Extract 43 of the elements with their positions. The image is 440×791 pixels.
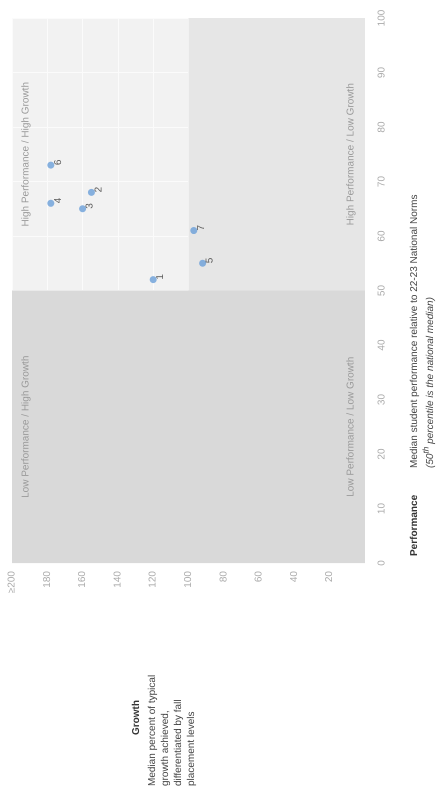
- y-tick-label: 50: [376, 284, 388, 296]
- text: 4: [52, 197, 64, 204]
- y-tick-label: 70: [376, 176, 388, 188]
- annotation: High Performance / High Growth: [20, 82, 32, 227]
- y-tick-label: 0: [376, 560, 388, 566]
- y-tick-label: 30: [376, 394, 388, 406]
- x-tick-label: 140: [112, 570, 124, 588]
- point: [88, 188, 95, 196]
- text: 5: [204, 257, 216, 264]
- y-tick-label: 100: [376, 9, 388, 26]
- text: 3: [84, 202, 96, 209]
- text: Median student performance relative to 22-23 National Norms: [409, 194, 420, 468]
- x-tick-label: 40: [288, 570, 300, 582]
- text: 6: [52, 159, 64, 166]
- point: [47, 200, 54, 207]
- y-tick-label: 60: [376, 230, 388, 242]
- x-tick-label: 80: [218, 570, 230, 582]
- text: Growth: [130, 700, 143, 735]
- point: [79, 205, 86, 212]
- text: Median percent of typical growth achieved, differentiated by fall placement levels: [146, 674, 198, 786]
- point: [47, 162, 54, 169]
- y-tick-label: 80: [376, 121, 388, 133]
- annotation: Low Performance / High Growth: [20, 356, 32, 498]
- annotation: Low Performance / Low Growth: [346, 356, 356, 497]
- text: 2: [93, 186, 104, 192]
- x-tick-label: 100: [183, 570, 194, 588]
- y-tick-label: 20: [376, 448, 388, 460]
- point: [199, 260, 206, 267]
- text: 1: [155, 274, 166, 280]
- point: [190, 227, 198, 234]
- text: 7: [196, 224, 207, 231]
- x-tick-label: 160: [77, 570, 88, 588]
- x-tick-label: 120: [148, 570, 159, 588]
- y-axis-title: Performance: [408, 494, 421, 556]
- y-tick-label: 10: [376, 502, 388, 514]
- x-tick-label: 60: [254, 570, 265, 582]
- x-tick-label: 180: [42, 570, 53, 588]
- y-tick-label: 90: [376, 66, 388, 78]
- x-tick-label: 20: [324, 570, 336, 582]
- annotation: High Performance / Low Growth: [346, 83, 356, 226]
- point: [150, 276, 157, 284]
- y-tick-label: 40: [376, 339, 388, 351]
- x-tick-label: ≥200: [6, 570, 18, 594]
